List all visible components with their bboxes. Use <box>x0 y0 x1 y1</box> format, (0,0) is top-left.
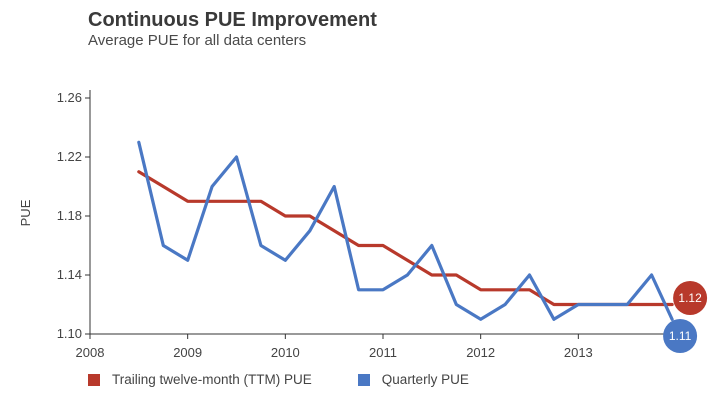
x-tick-label: 2011 <box>369 345 397 360</box>
y-tick-label: 1.26 <box>57 90 82 105</box>
legend-swatch-ttm <box>88 373 100 386</box>
chart-title: Continuous PUE Improvement <box>88 9 377 31</box>
legend-swatch-quarterly <box>357 373 370 386</box>
series-lines <box>137 140 674 321</box>
series-line-0 <box>137 170 674 307</box>
y-tick-label: 1.18 <box>57 208 82 223</box>
axes-group: 1.10 1.14 1.18 1.22 1.26 2008 2009 2010 2011 2012… <box>57 90 676 360</box>
x-tick-label: 2013 <box>564 345 593 360</box>
y-axis-label: PUE <box>18 199 33 226</box>
legend-label-quarterly: Quarterly PUE <box>381 372 469 387</box>
legend: Trailing twelve-month (TTM) PUE Quarterl… <box>88 372 515 387</box>
legend-item-ttm: Trailing twelve-month (TTM) PUE <box>88 372 312 387</box>
end-badge-1 <box>663 319 698 353</box>
end-labels: 1.12 1.11 <box>663 281 708 353</box>
y-tick-label: 1.14 <box>57 267 82 282</box>
end-badge-label-0: 1.12 <box>678 291 702 305</box>
series-line-1 <box>137 140 674 321</box>
y-tick-label: 1.22 <box>57 149 82 164</box>
x-tick-label: 2010 <box>271 345 300 360</box>
legend-item-quarterly: Quarterly PUE <box>357 372 469 387</box>
x-tick-label: 2008 <box>76 345 105 360</box>
x-tick-label: 2012 <box>466 345 495 360</box>
chart-subtitle: Average PUE for all data centers <box>88 32 307 49</box>
end-badge-0 <box>673 281 708 315</box>
y-tick-label: 1.10 <box>57 326 82 341</box>
end-badge-label-1: 1.11 <box>669 329 692 343</box>
legend-label-ttm: Trailing twelve-month (TTM) PUE <box>112 372 312 387</box>
x-tick-label: 2009 <box>173 345 202 360</box>
